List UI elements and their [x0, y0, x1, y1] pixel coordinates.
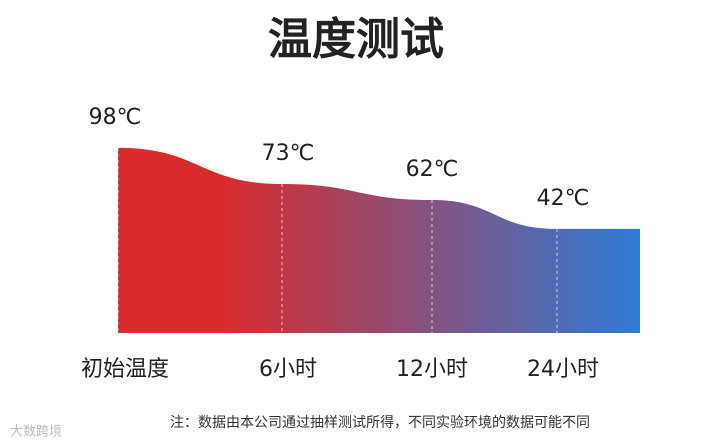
x-tick-label: 12小时 [396, 357, 468, 382]
area [118, 147, 640, 333]
x-tick-label: 6小时 [259, 357, 317, 382]
value-label: 42℃ [537, 186, 590, 211]
watermark: 大数跨境 [10, 425, 62, 440]
x-tick-label: 24小时 [527, 357, 599, 382]
chart-title: 温度测试 [268, 14, 444, 65]
value-label: 73℃ [262, 141, 315, 166]
x-tick-label: 初始温度 [81, 357, 169, 382]
value-label: 62℃ [406, 157, 459, 182]
footnote: 注：数据由本公司通过抽样测试所得，不同实验环境的数据可能不同 [170, 414, 590, 431]
value-label: 98℃ [89, 105, 142, 130]
